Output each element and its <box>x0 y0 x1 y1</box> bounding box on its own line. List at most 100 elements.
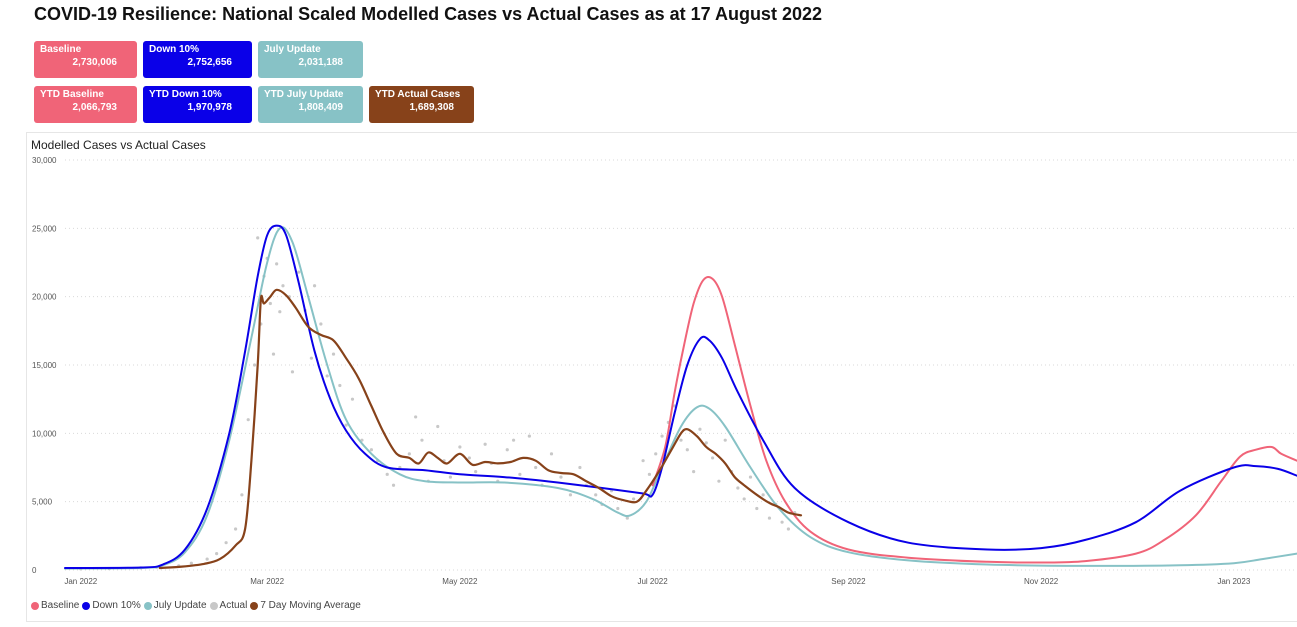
actual-point <box>679 438 683 442</box>
actual-point <box>632 497 636 501</box>
kpi-value: 1,970,978 <box>187 102 233 113</box>
chart-legend: Baseline Down 10% July Update Actual 7 D… <box>31 600 364 611</box>
actual-point <box>275 262 279 266</box>
actual-point <box>483 442 487 446</box>
actual-point <box>625 516 629 520</box>
actual-point <box>616 506 620 511</box>
actual-point <box>297 270 301 274</box>
actual-point <box>338 383 342 388</box>
actual-point <box>647 472 652 476</box>
kpi-value: 2,066,793 <box>72 102 118 113</box>
actual-point <box>312 284 317 288</box>
x-tick-label: Mar 2022 <box>250 577 284 586</box>
kpi-card-ytd-actual-cases[interactable]: YTD Actual Cases 1,689,308 <box>369 86 474 123</box>
actual-point <box>246 418 250 422</box>
kpi-value: 1,808,409 <box>298 102 344 113</box>
actual-point <box>256 236 260 240</box>
actual-point <box>268 301 272 306</box>
kpi-value: 2,031,188 <box>298 57 344 68</box>
y-tick-label: 5,000 <box>32 498 53 507</box>
actual-point <box>414 415 418 419</box>
actual-point <box>767 516 772 520</box>
legend-dot <box>209 601 218 610</box>
actual-point <box>534 465 538 470</box>
legend-item-baseline[interactable]: Baseline <box>31 600 79 611</box>
series-line-baseline[interactable] <box>651 276 1297 564</box>
kpi-label: YTD Actual Cases <box>375 89 461 100</box>
series-line-down-10-[interactable] <box>64 224 1297 569</box>
series-line-7-day-moving-average[interactable] <box>158 288 803 570</box>
legend-label: 7 Day Moving Average <box>260 600 361 611</box>
kpi-card-ytd-baseline[interactable]: YTD Baseline 2,066,793 <box>34 86 137 123</box>
y-tick-label: 30,000 <box>32 156 57 165</box>
actual-point <box>189 561 193 565</box>
legend-dot <box>31 601 39 610</box>
actual-point <box>420 438 424 442</box>
actual-point <box>654 452 658 456</box>
actual-point <box>511 438 516 442</box>
kpi-label: July Update <box>264 44 321 55</box>
actual-point <box>685 448 689 452</box>
actual-point <box>309 356 313 360</box>
actual-point <box>710 456 715 460</box>
legend-item-down-10[interactable]: Down 10% <box>82 600 141 611</box>
kpi-label: YTD Down 10% <box>149 89 222 100</box>
actual-point <box>350 397 355 401</box>
actual-point <box>436 424 440 429</box>
chart-panel <box>26 132 1297 622</box>
kpi-value: 2,730,006 <box>72 57 118 68</box>
actual-point <box>698 427 702 431</box>
actual-point <box>559 475 563 479</box>
kpi-label: YTD July Update <box>264 89 344 100</box>
actual-point <box>549 452 554 456</box>
legend-label: Down 10% <box>92 600 141 611</box>
actual-point <box>407 452 411 456</box>
legend-dot <box>250 601 259 610</box>
actual-point <box>723 438 727 442</box>
series-line-july-update[interactable] <box>64 226 1297 570</box>
actual-point <box>281 284 285 288</box>
y-tick-label: 0 <box>32 566 37 575</box>
legend-label: Actual <box>219 600 248 611</box>
actual-point <box>331 352 336 356</box>
actual-point <box>233 527 238 531</box>
kpi-card-july-update[interactable]: July Update 2,031,188 <box>258 41 363 78</box>
x-tick-label: Jan 2023 <box>1217 577 1250 586</box>
actual-point <box>467 456 471 460</box>
legend-label: July Update <box>153 600 207 611</box>
kpi-card-baseline[interactable]: Baseline 2,730,006 <box>34 41 137 78</box>
legend-label: Baseline <box>41 600 80 611</box>
chart-title: Modelled Cases vs Actual Cases <box>31 138 206 152</box>
actual-point <box>780 520 784 524</box>
actual-point <box>527 434 531 438</box>
legend-item-7-day-moving-average[interactable]: 7 Day Moving Average <box>250 600 361 611</box>
actual-point <box>240 493 244 497</box>
actual-point <box>594 493 598 497</box>
actual-point <box>290 370 295 374</box>
actual-point <box>761 493 765 497</box>
x-tick-label: Sep 2022 <box>831 577 866 586</box>
kpi-card-down-10[interactable]: Down 10% 2,752,656 <box>143 41 252 78</box>
kpi-card-ytd-down-10[interactable]: YTD Down 10% 1,970,978 <box>143 86 252 123</box>
actual-point <box>748 475 753 479</box>
actual-point <box>704 441 708 445</box>
actual-point <box>518 472 522 476</box>
y-tick-label: 20,000 <box>32 293 57 302</box>
actual-point <box>742 497 746 501</box>
actual-point <box>215 552 219 556</box>
actual-point <box>369 448 374 452</box>
actual-point <box>786 527 791 531</box>
actual-point <box>205 557 209 561</box>
legend-item-actual[interactable]: Actual <box>209 600 248 611</box>
x-tick-label: Jul 2022 <box>637 577 668 586</box>
actual-point <box>505 448 509 452</box>
legend-dot <box>143 601 152 610</box>
actual-point <box>736 486 740 490</box>
legend-item-july-update[interactable]: July Update <box>143 600 207 611</box>
actual-point <box>252 363 257 367</box>
actual-point <box>448 475 452 479</box>
kpi-card-ytd-july-update[interactable]: YTD July Update 1,808,409 <box>258 86 363 123</box>
actual-point <box>578 465 582 470</box>
actual-point <box>717 479 721 483</box>
